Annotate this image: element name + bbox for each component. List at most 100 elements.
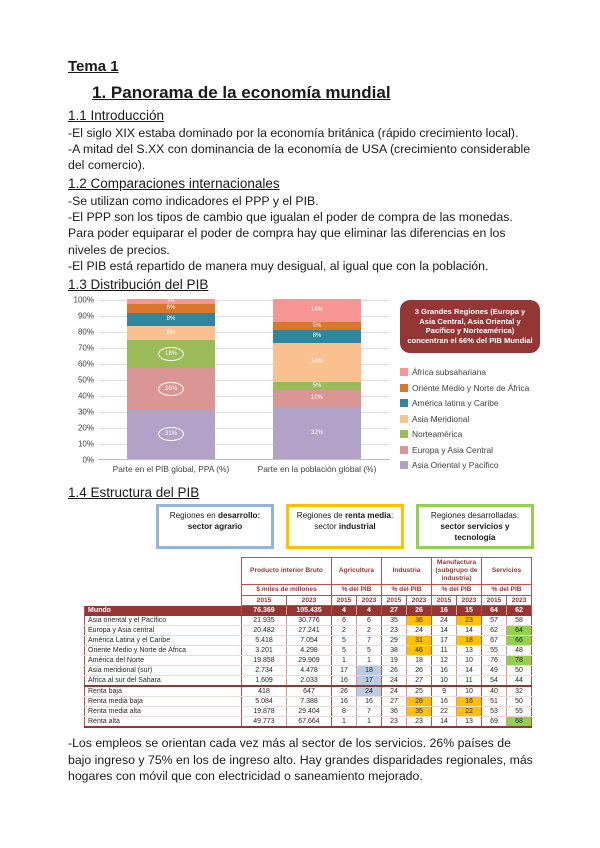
table-row: Renta baja 418 647 26 24 24 25 9 10 40 32 [84, 685, 533, 698]
paragraph-line: -Los empleos se orientan cada vez más al… [68, 736, 533, 783]
segment-label: 14% [310, 307, 323, 314]
table-cell: 2.734 [241, 665, 287, 677]
bar-segment: 24% [273, 342, 361, 383]
table-cell: 16 [431, 696, 457, 708]
table-cell: 14 [456, 665, 482, 677]
table-cell: 14 [431, 716, 457, 729]
paragraph-line: -El PPP son los tipos de cambio que igua… [68, 210, 513, 257]
table-cell: 14 [431, 625, 457, 637]
table-cell: 19.878 [241, 706, 287, 718]
table-cell: 7 [355, 706, 382, 718]
table-cell: 40 [481, 685, 507, 698]
chart-y-axis: 100% 90% 80% 70% 60% 50% 40% 30% 20% 10% 0% [68, 295, 98, 464]
row-label: Asia meridional (sur) [84, 665, 242, 677]
section-title-distribucion: 1.3 Distribución del PIB [68, 276, 209, 292]
table-row: Europa y Asia central 20.482 27.241 2 2 23 24 1… [84, 625, 533, 637]
table-cell: 23 [381, 716, 407, 729]
structure-box-text: sector servicios y tecnología [440, 521, 510, 542]
table-cell: 23 [406, 716, 432, 729]
table-cell: 21.935 [241, 615, 287, 627]
y-tick-label: 50% [77, 375, 94, 385]
bar-segment: 5% [273, 321, 361, 330]
column-group-title: Agricultura [330, 556, 383, 585]
table-cell: 29.909 [286, 655, 332, 667]
table-cell: 18 [406, 655, 432, 667]
table-row: América Latina y el Caribe 5.418 7.054 5 7 29… [84, 635, 533, 647]
legend-label: Norteamérica [412, 429, 463, 440]
table-row: Asia oriental y el Pacífico 21.935 30.776 6… [84, 615, 533, 627]
table-cell: 19 [381, 655, 407, 667]
column-group-unit: % del PIB [381, 583, 433, 596]
legend-item: África subsahariana [400, 367, 540, 377]
legend-swatch-icon [400, 430, 408, 439]
section-comparaciones-text: -Se utilizan como indicadores el PPP y e… [68, 193, 534, 273]
structure-box-text: Regiones de [296, 510, 345, 520]
table-cell: 50 [506, 665, 533, 677]
table-cell: 64 [481, 605, 507, 617]
table-cell: 27 [406, 675, 432, 687]
table-cell: 26 [406, 665, 432, 677]
bar-segment: 10% [273, 390, 361, 407]
table-cell: 35 [381, 615, 407, 627]
table-cell: 27 [381, 605, 407, 617]
legend-item: Norteamérica [400, 429, 540, 439]
table-cell: 12 [431, 655, 457, 667]
table-cell: 2 [355, 625, 382, 637]
table-cell: 15 [456, 605, 482, 617]
segment-label: 5% [312, 383, 322, 390]
bar-segment: 8% [127, 313, 215, 326]
column-year: 2023 [355, 594, 383, 607]
table-cell: 16 [431, 665, 457, 677]
chart-plot-area: 31% 26% 18% 9% 8% 6% 3% 32% 10% 5% 24% 8% 5% 14% [98, 297, 390, 460]
table-cell: 58 [506, 615, 533, 627]
table-cell: 18 [456, 635, 482, 647]
table-cell: 48 [506, 645, 533, 657]
x-axis-label: Parte en la población global (%) [257, 463, 377, 474]
column-year: 2023 [506, 594, 533, 607]
paragraph-line: -El PIB está repartido de manera muy des… [68, 258, 489, 273]
legend-label: Asia Oriental y Pacífico [412, 460, 499, 471]
row-label: América del Norte [84, 655, 242, 667]
table-cell: 16 [456, 696, 482, 708]
table-cell: 29 [381, 635, 407, 647]
blank-header-cell [84, 595, 242, 606]
structure-box: Regiones en desarrollo: sector agrario [156, 503, 274, 549]
table-cell: 16 [431, 605, 457, 617]
legend-item: América latina y Caribe [400, 398, 540, 408]
table-cell: 1.609 [241, 675, 287, 687]
section-title-estructura: 1.4 Estructura del PIB [68, 484, 200, 500]
table-cell: 16 [355, 696, 382, 708]
table-cell: 23 [456, 615, 482, 627]
table-cell: 24 [431, 615, 457, 627]
section-introduccion-text: -El siglo XIX estaba dominado por la eco… [68, 125, 534, 173]
segment-label: 18% [157, 347, 184, 362]
paragraph-line: -Se utilizan como indicadores el PPP y e… [68, 194, 319, 209]
table-cell: 26 [406, 605, 432, 617]
table-cell: 13 [456, 716, 482, 729]
table-cell: 35 [406, 706, 432, 718]
bar-segment: 18% [127, 339, 215, 369]
column-group-unit: % del PIB [481, 583, 533, 596]
blank-header-cell [84, 584, 242, 596]
table-cell: 69 [481, 716, 507, 729]
table-cell: 17 [355, 675, 382, 687]
table-row: Renta media baja 5.084 7.388 16 16 27 28 16 16 51… [84, 696, 533, 708]
bar-segment: 26% [127, 368, 215, 410]
table-row: Renta media alta 19.878 29.404 8 7 36 35 22 22 53… [84, 706, 533, 718]
segment-label: 5% [312, 322, 322, 329]
table-cell: 51 [481, 696, 507, 708]
table-cell: 11 [456, 675, 482, 687]
table-cell: 11 [431, 645, 457, 657]
table-cell: 24 [406, 625, 432, 637]
chart-legend: África subsahariana Oriente Medio y Norte… [400, 367, 540, 470]
segment-label: 3% [167, 297, 175, 304]
gdp-distribution-chart: 100% 90% 80% 70% 60% 50% 40% 30% 20% 10% 0% 31% 26%… [68, 295, 540, 482]
structure-box: Regiones desarrolladas: sector servicios… [416, 503, 534, 549]
table-cell: 1 [355, 716, 382, 729]
table-cell: 5 [331, 645, 357, 657]
table-cell: 16 [331, 696, 357, 708]
table-cell: 57 [481, 615, 507, 627]
table-cell: 67 [481, 635, 507, 647]
legend-label: África subsahariana [412, 367, 487, 378]
y-tick-label: 90% [77, 311, 94, 321]
